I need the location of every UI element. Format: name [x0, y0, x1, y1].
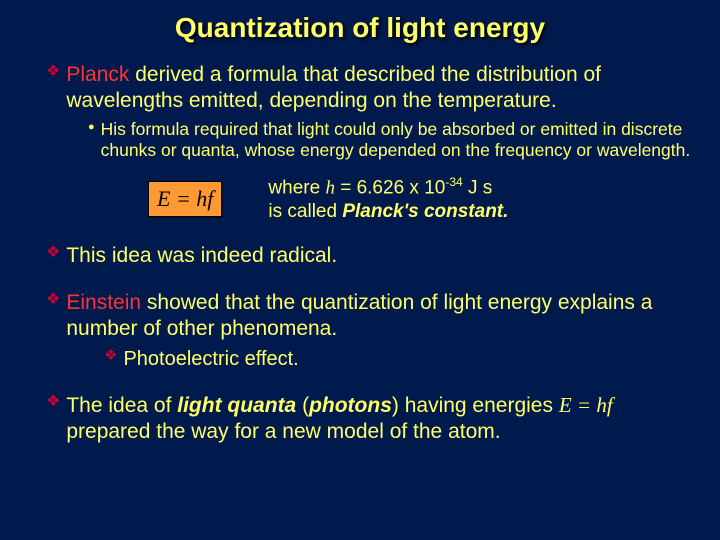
eq-cap-rest: = 6.626 x 10 [335, 177, 445, 198]
bullet-planck-sub: ● His formula required that light could … [88, 119, 692, 161]
bullet-planck-sub-text: His formula required that light could on… [101, 119, 692, 161]
equation-box: E = hf [148, 181, 222, 217]
eq-cap-units: J s [463, 177, 493, 198]
bullet-photons-text: The idea of light quanta (photons) havin… [66, 392, 692, 446]
einstein-name: Einstein [66, 291, 141, 314]
diamond-bullet-icon: ❖ [104, 346, 117, 372]
b4-pre: The idea of [66, 394, 177, 417]
bullet-einstein: ❖ Einstein showed that the quantization … [46, 290, 692, 343]
b4-mid2: ) having energies [392, 394, 559, 417]
bullet-einstein-rest: showed that the quantization of light en… [66, 291, 652, 340]
eq-cap2-name: Planck's constant. [342, 201, 508, 222]
bullet-planck-text: Planck derived a formula that described … [66, 62, 692, 115]
planck-name: Planck [66, 63, 129, 86]
dot-bullet-icon: ● [88, 119, 95, 161]
bullet-photoelectric: ❖ Photoelectric effect. [104, 346, 692, 372]
diamond-bullet-icon: ❖ [46, 392, 60, 446]
equation-row: E = hf where h = 6.626 x 10-34 J s is ca… [148, 175, 692, 224]
diamond-bullet-icon: ❖ [46, 243, 60, 269]
eq-cap-exp: -34 [445, 175, 462, 189]
bullet-radical: ❖ This idea was indeed radical. [46, 243, 692, 269]
b4-mid1: ( [296, 394, 309, 417]
spacer [28, 376, 692, 392]
b4-lightquanta: light quanta [177, 394, 296, 417]
bullet-photoelectric-text: Photoelectric effect. [123, 346, 692, 372]
b4-post: prepared the way for a new model of the … [66, 420, 500, 443]
bullet-radical-text: This idea was indeed radical. [66, 243, 692, 269]
b4-eq: E = hf [559, 393, 613, 417]
bullet-planck: ❖ Planck derived a formula that describe… [46, 62, 692, 115]
slide-title: Quantization of light energy [28, 12, 692, 44]
spacer [28, 274, 692, 290]
b4-photons: photons [309, 394, 392, 417]
eq-cap-pre: where [268, 177, 325, 198]
bullet-planck-rest: derived a formula that described the dis… [66, 63, 601, 112]
equation-caption: where h = 6.626 x 10-34 J s is called Pl… [268, 175, 508, 224]
slide-root: Quantization of light energy ❖ Planck de… [0, 0, 720, 540]
diamond-bullet-icon: ❖ [46, 290, 60, 343]
bullet-photons: ❖ The idea of light quanta (photons) hav… [46, 392, 692, 446]
eq-cap2-pre: is called [268, 201, 342, 222]
eq-cap-h: h [325, 177, 335, 198]
bullet-einstein-text: Einstein showed that the quantization of… [66, 290, 692, 343]
diamond-bullet-icon: ❖ [46, 62, 60, 115]
